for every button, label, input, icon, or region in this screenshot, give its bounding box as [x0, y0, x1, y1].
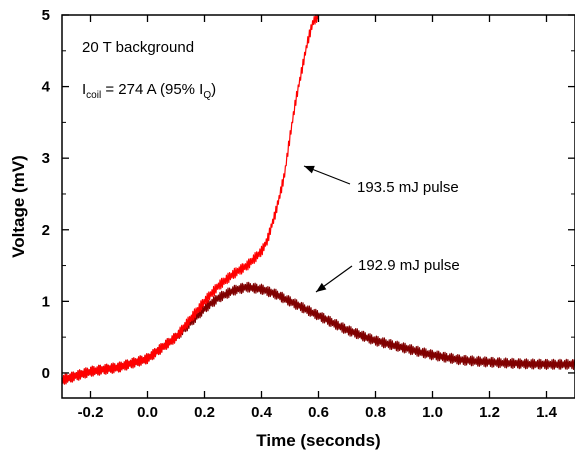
y-tick-label: 0 — [42, 365, 50, 382]
x-tick-label: 0.6 — [308, 404, 329, 421]
coil-close-paren: ) — [211, 81, 216, 98]
y-tick-label: 3 — [42, 150, 50, 167]
series-line — [61, 281, 575, 385]
annotation-pulse-193-5: 193.5 mJ pulse — [357, 179, 459, 196]
x-tick-label: 0.0 — [137, 404, 158, 421]
x-tick-label: 1.0 — [422, 404, 443, 421]
annotation-background-field: 20 T background — [82, 39, 194, 56]
y-axis-title: Voltage (mV) — [9, 155, 28, 258]
x-tick-label: -0.2 — [78, 404, 104, 421]
coil-q-subscript: Q — [203, 90, 211, 101]
annotation-arrow-head — [316, 282, 327, 292]
annotation-pulse-192-9: 192.9 mJ pulse — [358, 257, 460, 274]
x-axis-title: Time (seconds) — [256, 431, 380, 450]
coil-symbol: I — [82, 81, 86, 98]
x-tick-label: 0.2 — [194, 404, 215, 421]
y-tick-label: 5 — [42, 7, 50, 24]
y-tick-label: 1 — [42, 293, 50, 310]
ticks-layer: -0.2 0.0 0.2 0.4 0.6 0.8 1.0 1.2 1.4 0 1 2 3 4 5 — [42, 7, 575, 421]
annotation-arrow-head — [304, 165, 315, 174]
series-line — [61, 14, 319, 385]
annotation-coil-current: Icoil = 274 A (95% IQ) — [82, 81, 216, 101]
x-tick-label: 1.4 — [536, 404, 558, 421]
x-tick-label: 1.2 — [479, 404, 500, 421]
y-tick-label: 2 — [42, 222, 50, 239]
arrows-layer — [303, 165, 353, 293]
plot-frame — [61, 14, 575, 399]
x-tick-label: 0.4 — [251, 404, 273, 421]
x-tick-label: 0.8 — [365, 404, 386, 421]
series-layer — [61, 14, 575, 385]
y-tick-label: 4 — [42, 79, 51, 96]
coil-value: = 274 A (95% I — [101, 81, 203, 98]
coil-subscript: coil — [86, 90, 101, 101]
